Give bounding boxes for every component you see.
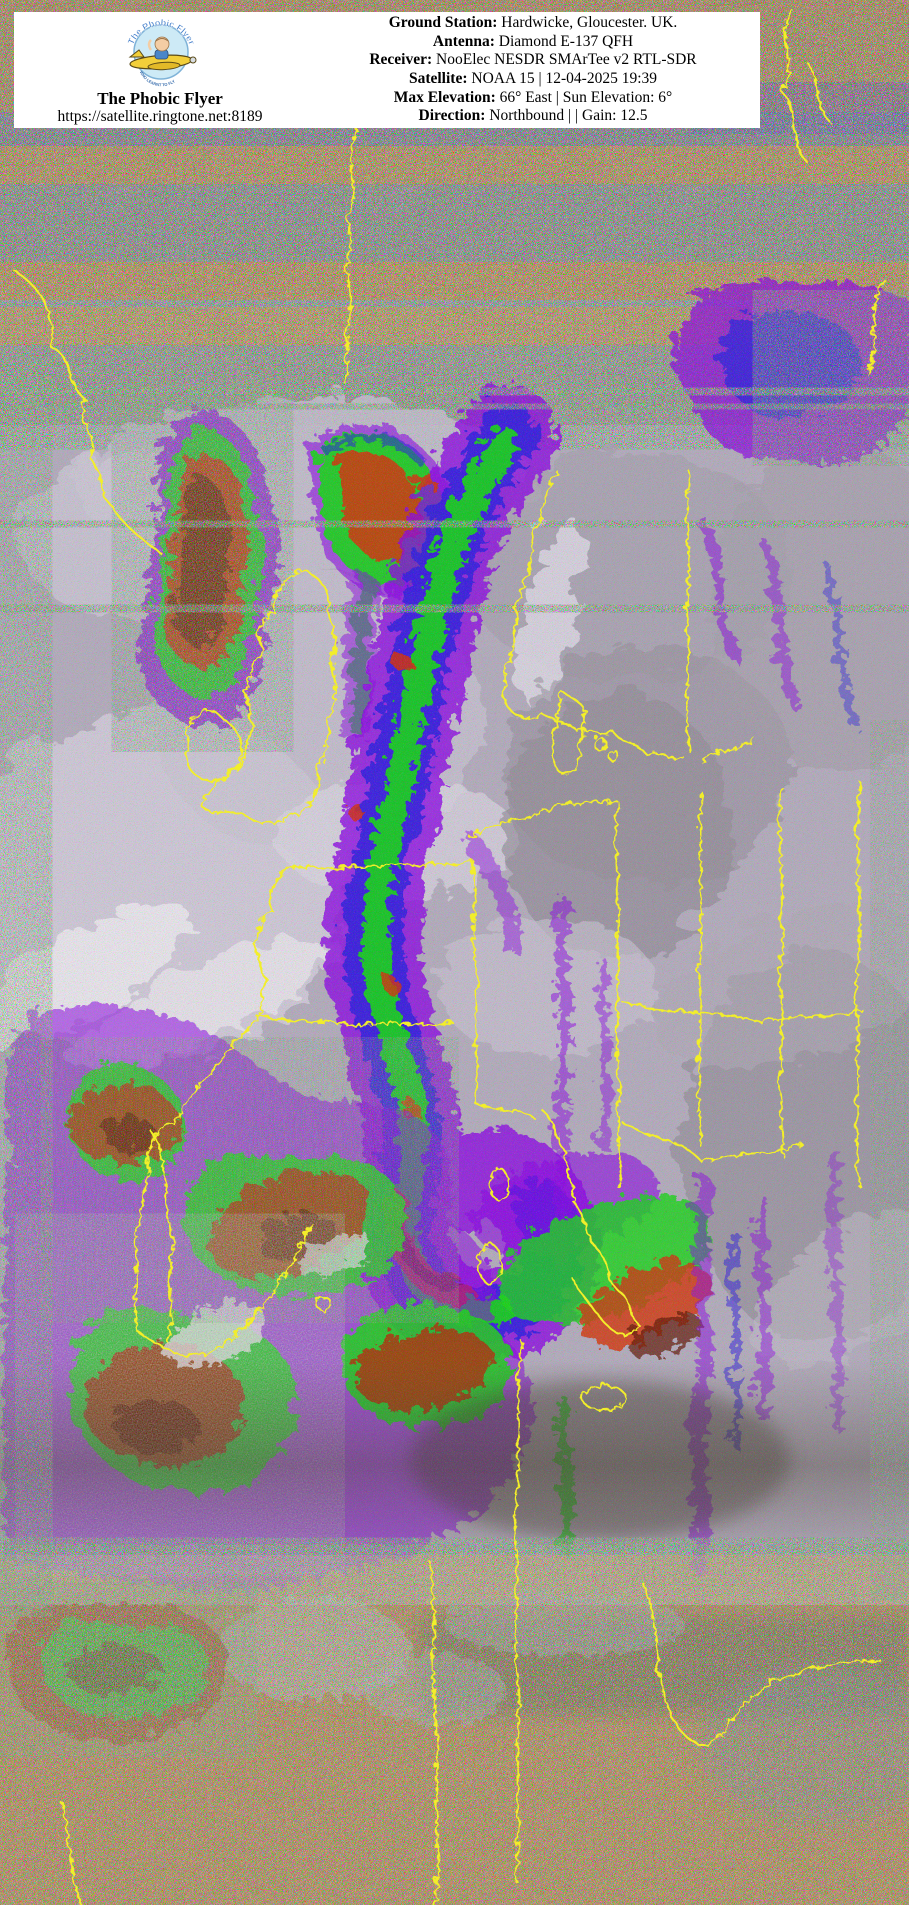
field-value: Hardwicke, Gloucester. UK. bbox=[497, 14, 678, 32]
station-identity: The Phobic Flyer bbox=[14, 12, 306, 128]
field-max-elevation: Max Elevation: 66° East | Sun Elevation:… bbox=[394, 89, 673, 108]
field-satellite: Satellite: NOAA 15 | 12-04-2025 19:39 bbox=[409, 70, 657, 89]
field-label: Direction: bbox=[418, 107, 486, 125]
interference-speckle bbox=[0, 108, 909, 1905]
field-value: NooElec NESDR SMArTee v2 RTL-SDR bbox=[432, 51, 697, 69]
field-label: Ground Station: bbox=[388, 14, 498, 32]
field-label: Receiver: bbox=[369, 51, 433, 69]
field-ground-station: Ground Station: Hardwicke, Gloucester. U… bbox=[389, 14, 678, 33]
field-receiver: Receiver: NooElec NESDR SMArTee v2 RTL-S… bbox=[369, 51, 696, 70]
station-name: The Phobic Flyer bbox=[97, 89, 223, 108]
country-borders bbox=[11, 7, 883, 1905]
capture-details: Ground Station: Hardwicke, Gloucester. U… bbox=[306, 12, 760, 128]
field-direction: Direction: Northbound | | Gain: 12.5 bbox=[419, 107, 648, 126]
phobic-flyer-logo: The Phobic Flyer bbox=[117, 14, 203, 88]
field-label: Satellite: bbox=[408, 70, 468, 87]
info-panel: The Phobic Flyer bbox=[14, 12, 760, 128]
field-label: Antenna: bbox=[432, 32, 495, 50]
field-label: Max Elevation: bbox=[393, 88, 496, 106]
station-url: https://satellite.ringtone.net:8189 bbox=[57, 108, 263, 125]
field-value: Northbound | | Gain: 12.5 bbox=[485, 107, 648, 125]
field-value: Diamond E-137 QFH bbox=[494, 32, 634, 50]
field-value: 66° East | Sun Elevation: 6° bbox=[495, 88, 673, 106]
field-value: NOAA 15 | 12-04-2025 19:39 bbox=[467, 70, 658, 87]
logo-pilot bbox=[147, 36, 170, 60]
field-antenna: Antenna: Diamond E-137 QFH bbox=[433, 33, 633, 52]
